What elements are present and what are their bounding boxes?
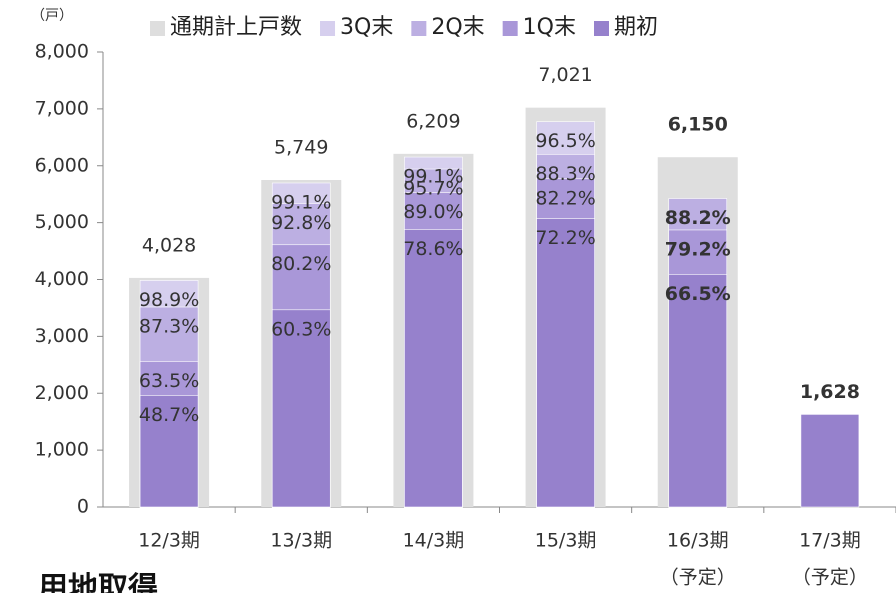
percent-label: 95.7%	[403, 178, 463, 200]
percent-label: 79.2%	[665, 238, 731, 260]
legend-swatch	[594, 21, 609, 36]
percent-label: 82.2%	[535, 187, 595, 209]
y-tick-label: 7,000	[35, 97, 89, 119]
percent-label: 63.5%	[139, 370, 199, 392]
percent-label: 87.3%	[139, 316, 199, 338]
percent-label: 72.2%	[535, 227, 595, 249]
legend-swatch	[150, 21, 165, 36]
value-label: 6,209	[406, 110, 460, 132]
percent-label: 92.8%	[271, 212, 331, 234]
percent-label: 60.3%	[271, 318, 331, 340]
x-tick-label: 17/3期	[799, 530, 861, 552]
bar	[800, 414, 860, 508]
percent-label: 78.6%	[403, 238, 463, 260]
y-tick-label: 3,000	[35, 325, 89, 347]
y-tick-label: 1,000	[35, 439, 89, 461]
y-tick-label: 5,000	[35, 211, 89, 233]
x-tick-label: 16/3期	[667, 530, 729, 552]
value-label: 1,628	[800, 381, 860, 403]
bar	[536, 218, 595, 508]
legend-label: 通期計上戸数	[170, 15, 302, 40]
y-tick-label: 4,000	[35, 268, 89, 290]
legend-label: 期初	[614, 15, 658, 40]
x-tick-label: 14/3期	[403, 530, 465, 552]
x-tick-label: 13/3期	[270, 530, 332, 552]
legend-swatch	[320, 21, 336, 36]
percent-label: 80.2%	[271, 253, 331, 275]
y-tick-label: 2,000	[35, 382, 89, 404]
value-label: 4,028	[142, 234, 196, 256]
legend-swatch	[502, 21, 518, 36]
value-label: 6,150	[668, 114, 728, 136]
percent-label: 98.9%	[139, 289, 199, 311]
bar	[271, 309, 331, 508]
percent-label: 89.0%	[403, 201, 463, 223]
percent-label: 88.2%	[665, 207, 731, 229]
percent-label: 88.3%	[535, 163, 595, 185]
legend-label: 1Q末	[523, 15, 576, 40]
x-tick-sublabel: （予定）	[660, 567, 736, 589]
y-tick-label: 0	[77, 496, 89, 518]
legend-label: 2Q末	[431, 15, 484, 40]
y-tick-label: 8,000	[35, 41, 89, 63]
legend-swatch	[411, 21, 427, 36]
percent-label: 96.5%	[535, 130, 595, 152]
y-tick-label: 6,000	[35, 154, 89, 176]
x-tick-label: 12/3期	[138, 530, 200, 552]
bar	[668, 274, 728, 508]
value-label: 5,749	[274, 137, 328, 159]
percent-label: 48.7%	[139, 404, 199, 426]
percent-label: 66.5%	[665, 283, 731, 305]
caption: 用地取得	[38, 571, 158, 593]
x-tick-sublabel: （予定）	[792, 567, 868, 589]
percent-label: 99.1%	[403, 166, 463, 188]
axis-unit: （戸）	[31, 8, 73, 24]
bar	[404, 229, 463, 508]
value-label: 7,021	[538, 64, 592, 86]
bar	[139, 395, 199, 508]
percent-label: 99.1%	[271, 191, 331, 213]
x-tick-label: 15/3期	[535, 530, 597, 552]
legend-label: 3Q末	[340, 15, 393, 40]
